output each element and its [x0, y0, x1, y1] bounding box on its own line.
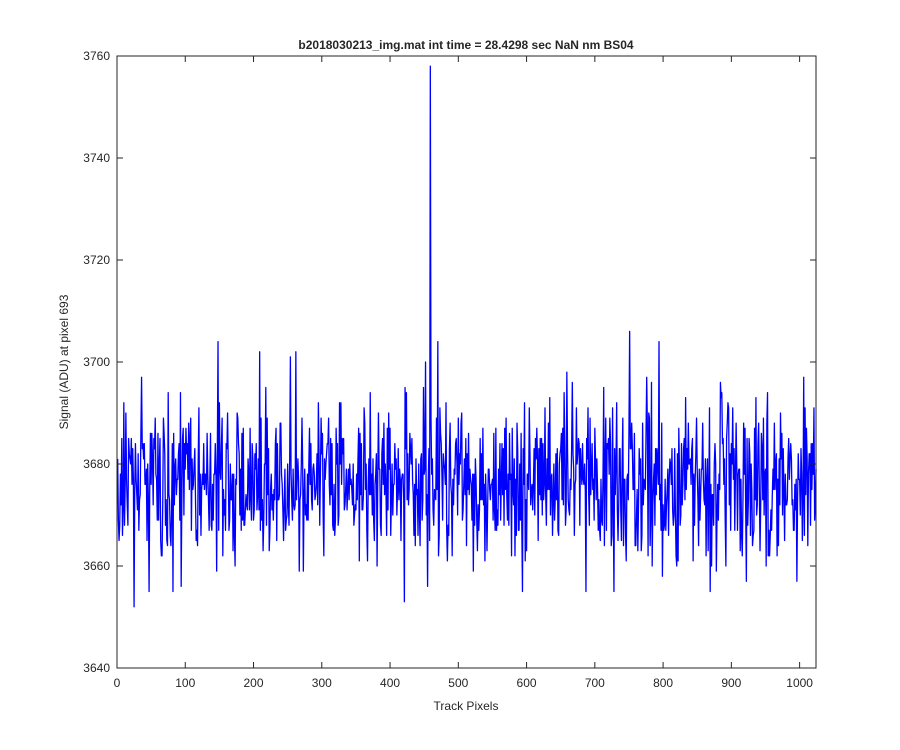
x-tick-label: 300 [312, 676, 332, 690]
x-tick-label: 1000 [786, 676, 813, 690]
y-tick-label: 3700 [83, 355, 110, 369]
x-tick-label: 600 [517, 676, 537, 690]
x-tick-label: 800 [653, 676, 673, 690]
y-tick-label: 3760 [83, 49, 110, 63]
x-tick-label: 900 [721, 676, 741, 690]
series-line [117, 65, 817, 608]
y-tick-label: 3740 [83, 151, 110, 165]
y-tick-label: 3680 [83, 457, 110, 471]
x-tick-label: 100 [175, 676, 195, 690]
y-tick-label: 3660 [83, 559, 110, 573]
x-tick-label: 400 [380, 676, 400, 690]
chart-title: b2018030213_img.mat int time = 28.4298 s… [298, 38, 634, 52]
y-axis-ticks: 3640 3660 3680 3700 3720 3740 3760 [83, 49, 816, 675]
x-axis-ticks: 0 100 200 300 400 500 600 700 800 900 1000 [114, 56, 813, 690]
x-tick-label: 500 [448, 676, 468, 690]
plot-background [117, 56, 816, 668]
x-tick-label: 700 [585, 676, 605, 690]
series-layer [117, 65, 817, 608]
x-tick-label: 200 [244, 676, 264, 690]
y-axis-label: Signal (ADU) at pixel 693 [57, 294, 71, 429]
y-tick-label: 3640 [83, 661, 110, 675]
x-tick-label: 0 [114, 676, 121, 690]
y-tick-label: 3720 [83, 253, 110, 267]
x-axis-label: Track Pixels [434, 699, 499, 713]
